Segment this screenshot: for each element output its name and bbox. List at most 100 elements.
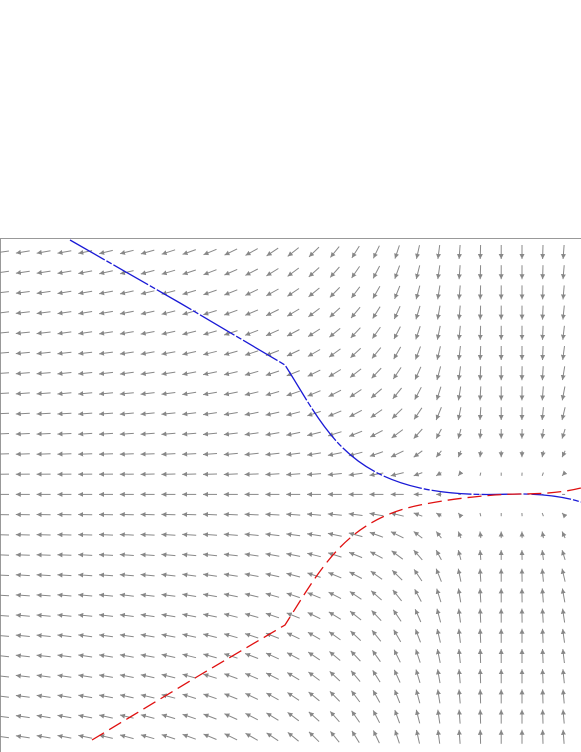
field-arrow xyxy=(560,709,566,724)
field-arrow xyxy=(456,588,462,603)
field-arrow xyxy=(394,730,400,744)
field-arrow xyxy=(99,713,113,719)
field-arrow xyxy=(560,588,566,603)
field-arrow xyxy=(435,305,441,320)
field-arrow xyxy=(308,267,320,278)
field-arrow xyxy=(435,649,441,663)
field-arrow xyxy=(307,532,321,537)
field-arrow xyxy=(457,531,463,539)
field-arrow xyxy=(0,734,9,739)
field-arrow xyxy=(57,733,72,739)
field-arrow xyxy=(78,391,93,397)
field-arrow xyxy=(36,310,51,316)
field-arrow xyxy=(479,472,482,476)
field-arrow xyxy=(15,370,30,376)
field-arrow xyxy=(560,669,566,684)
field-arrow xyxy=(223,471,238,477)
field-arrow xyxy=(161,693,176,699)
field-arrow xyxy=(307,410,321,417)
field-arrow xyxy=(182,693,197,699)
field-arrow xyxy=(161,713,176,720)
field-arrow xyxy=(203,572,217,578)
field-arrow xyxy=(540,345,546,361)
field-arrow xyxy=(36,552,51,558)
field-arrow xyxy=(119,693,134,699)
field-arrow xyxy=(244,329,259,336)
field-arrow xyxy=(99,270,113,276)
field-arrow xyxy=(435,588,442,603)
field-arrow xyxy=(370,570,383,580)
field-arrow xyxy=(202,431,218,437)
field-arrow xyxy=(119,249,134,255)
field-arrow xyxy=(78,653,93,659)
field-arrow xyxy=(140,371,155,376)
field-arrow xyxy=(307,369,321,377)
field-arrow xyxy=(224,673,238,680)
field-arrow xyxy=(560,325,566,340)
field-arrow xyxy=(265,471,280,477)
field-arrow xyxy=(36,411,51,417)
field-arrow xyxy=(265,672,279,680)
field-arrow xyxy=(182,451,197,457)
field-arrow xyxy=(327,451,342,457)
field-arrow xyxy=(287,288,300,297)
field-arrow xyxy=(57,411,72,417)
field-arrow xyxy=(161,451,176,457)
field-arrow xyxy=(15,552,30,558)
field-arrow xyxy=(203,289,217,296)
field-arrow xyxy=(57,592,72,598)
field-arrow xyxy=(477,628,483,643)
field-arrow xyxy=(413,428,423,439)
field-arrow xyxy=(456,648,462,664)
field-arrow xyxy=(307,390,321,397)
field-arrow xyxy=(307,612,321,620)
field-arrow xyxy=(307,328,321,338)
field-arrow xyxy=(372,306,381,319)
field-arrow xyxy=(307,349,321,357)
field-arrow xyxy=(286,329,300,337)
field-arrow xyxy=(0,290,9,296)
field-arrow xyxy=(244,552,259,558)
field-arrow xyxy=(370,409,383,419)
field-arrow xyxy=(182,572,197,578)
field-arrow xyxy=(456,366,462,381)
field-arrow xyxy=(140,269,155,276)
field-arrow xyxy=(560,568,566,582)
field-arrow xyxy=(140,572,155,578)
field-arrow xyxy=(436,729,442,744)
field-arrow xyxy=(182,249,196,256)
field-arrow xyxy=(392,609,402,622)
field-arrow xyxy=(540,568,546,582)
field-arrow xyxy=(57,673,72,679)
field-arrow xyxy=(36,612,51,618)
field-arrow xyxy=(328,369,342,378)
field-arrow xyxy=(306,471,322,477)
field-arrow xyxy=(265,309,279,317)
field-arrow xyxy=(140,693,155,699)
field-arrow xyxy=(78,713,93,719)
field-arrow xyxy=(0,572,10,578)
field-arrow xyxy=(413,549,423,561)
field-arrow xyxy=(561,470,568,477)
field-arrow xyxy=(308,691,320,702)
field-arrow xyxy=(456,325,462,340)
field-arrow xyxy=(36,290,51,296)
stable-trajectory xyxy=(69,239,581,503)
field-arrow xyxy=(36,592,51,598)
field-arrow xyxy=(203,371,217,377)
field-arrow xyxy=(0,673,10,679)
field-arrow xyxy=(161,431,176,437)
field-arrow xyxy=(140,713,155,719)
field-arrow xyxy=(57,270,72,276)
field-arrow xyxy=(245,248,258,256)
field-arrow xyxy=(477,588,483,603)
field-arrow xyxy=(540,531,546,539)
field-arrow xyxy=(371,629,382,642)
field-arrow xyxy=(223,652,238,659)
field-arrow xyxy=(477,608,483,623)
field-arrow xyxy=(329,287,341,298)
field-arrow xyxy=(413,471,423,477)
field-arrow xyxy=(435,428,442,439)
field-arrow xyxy=(414,629,421,643)
field-arrow xyxy=(435,346,441,360)
